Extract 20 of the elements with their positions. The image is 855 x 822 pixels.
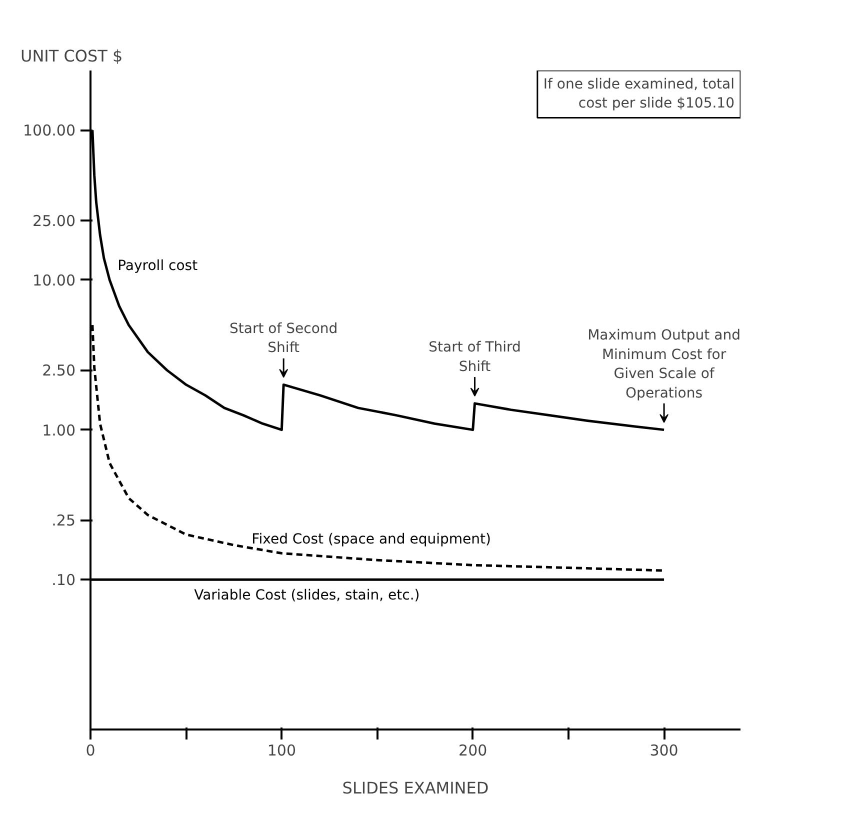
y-tick-label: 100.00: [23, 122, 76, 140]
x-tick-label: 100: [267, 742, 296, 760]
y-tick-label: 10.00: [32, 271, 76, 290]
y-axis-title: UNIT COST $: [20, 46, 123, 66]
x-tick-label: 0: [86, 742, 96, 760]
series-label: Variable Cost (slides, stain, etc.): [194, 588, 420, 604]
x-tick-label: 200: [458, 742, 488, 760]
y-tick-label: 2.50: [42, 362, 76, 380]
annotation: Start of Second Shift: [230, 320, 338, 356]
y-tick-label: 25.00: [32, 212, 76, 230]
series-label: Payroll cost: [118, 258, 198, 274]
annotation: Start of Third Shift: [428, 340, 521, 375]
y-tick-label: 1.00: [42, 421, 76, 440]
annotation: Maximum Output and Minimum Cost for Given Scale of Operations: [588, 328, 740, 402]
x-tick-label: 300: [650, 742, 678, 760]
annotation: If one slide examined, total cost per slide $105.10: [543, 76, 735, 112]
y-tick-label: .10: [52, 571, 76, 590]
series-label: Fixed Cost (space and equipment): [252, 531, 491, 548]
y-tick-label: .25: [52, 512, 76, 530]
x-axis-title: SLIDES EXAMINED: [342, 778, 489, 798]
